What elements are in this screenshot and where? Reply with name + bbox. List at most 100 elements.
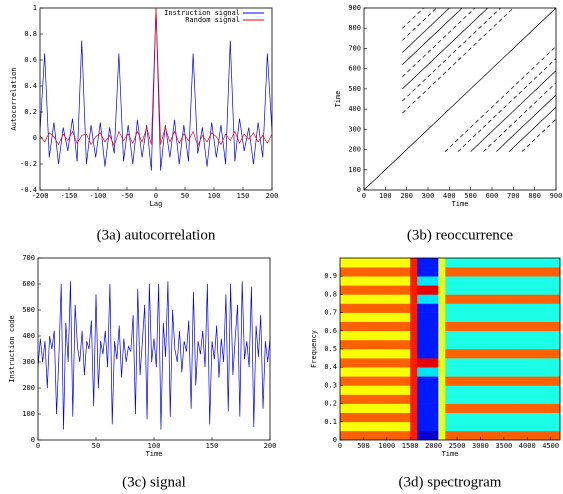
- y-tick-label: 700: [348, 44, 361, 52]
- heat-cell: [410, 430, 418, 440]
- heat-cell: [386, 430, 411, 440]
- heat-cell: [340, 349, 364, 359]
- plot-area: [40, 8, 272, 171]
- heat-cell: [428, 258, 439, 268]
- y-tick-label: 0.8: [324, 290, 337, 298]
- heat-cell: [438, 267, 446, 277]
- x-tick-label: -150: [61, 192, 78, 200]
- y-tick-label: 300: [348, 125, 361, 133]
- heat-cell: [517, 276, 560, 286]
- heat-cell: [445, 412, 481, 423]
- heat-cell: [340, 412, 364, 423]
- x-axis-label: Time: [442, 450, 459, 458]
- heat-cell: [480, 376, 519, 386]
- x-tick-label: 0: [338, 442, 342, 450]
- heat-cell: [438, 258, 446, 268]
- heat-cell: [410, 294, 418, 304]
- heat-cell: [517, 367, 560, 377]
- heat-cell: [340, 294, 364, 304]
- x-tick-label: 700: [507, 192, 520, 200]
- heat-cell: [417, 312, 430, 322]
- series-line: [402, 8, 463, 65]
- x-tick-label: 4500: [542, 442, 559, 450]
- heat-cell: [386, 276, 411, 286]
- heat-cell: [363, 276, 388, 286]
- heat-cell: [480, 294, 519, 304]
- y-tick-label: 500: [348, 85, 361, 93]
- heat-cell: [480, 412, 519, 423]
- heat-cell: [438, 394, 446, 404]
- heat-cell: [480, 312, 519, 322]
- heat-cell: [386, 330, 411, 341]
- heat-cell: [480, 367, 519, 377]
- heat-cell: [517, 403, 560, 413]
- heat-cell: [445, 385, 481, 395]
- heat-cell: [363, 285, 388, 295]
- heat-cell: [410, 339, 418, 350]
- heat-cell: [445, 339, 481, 350]
- heat-cell: [417, 376, 430, 386]
- x-tick-label: 3500: [495, 442, 512, 450]
- heat-cell: [386, 267, 411, 277]
- heat-cell: [480, 349, 519, 359]
- y-tick-label: 500: [22, 306, 35, 314]
- heat-cell: [517, 330, 560, 341]
- heat-cell: [363, 303, 388, 313]
- heat-cell: [340, 394, 364, 404]
- y-tick-label: 0.6: [324, 327, 337, 335]
- caption: (3b) reoccurrence: [407, 227, 514, 243]
- y-tick-label: -0.4: [20, 186, 37, 194]
- x-tick-label: 3000: [472, 442, 489, 450]
- heat-cell: [363, 376, 388, 386]
- y-axis-label: Instruction code: [8, 315, 16, 382]
- y-axis-label: Autocorrelation: [10, 67, 18, 130]
- heat-cell: [428, 412, 439, 423]
- y-tick-label: 0.1: [324, 418, 337, 426]
- y-tick-label: 1: [33, 4, 37, 12]
- series-line: [521, 118, 556, 152]
- x-tick-label: 300: [422, 192, 435, 200]
- heat-cell: [428, 421, 439, 432]
- heat-cell: [438, 403, 446, 413]
- heat-cell: [428, 303, 439, 313]
- x-tick-label: 0: [36, 442, 40, 450]
- series-line: [508, 106, 556, 152]
- series-line: [444, 46, 556, 152]
- heat-cell: [340, 385, 364, 395]
- x-tick-label: 200: [266, 192, 279, 200]
- caption: (3a) autocorrelation: [97, 227, 216, 243]
- y-tick-label: 800: [348, 24, 361, 32]
- x-tick-label: 500: [464, 192, 477, 200]
- heat-cell: [417, 330, 430, 341]
- heat-cell: [480, 285, 519, 295]
- heat-cell: [517, 303, 560, 313]
- heat-cell: [428, 385, 439, 395]
- x-tick-label: 1500: [402, 442, 419, 450]
- x-tick-label: 2000: [425, 442, 442, 450]
- heat-cell: [480, 267, 519, 277]
- heat-cell: [410, 358, 418, 368]
- heat-cell: [363, 321, 388, 332]
- heat-cell: [386, 339, 411, 350]
- heat-cell: [445, 358, 481, 368]
- series-line: [38, 281, 270, 430]
- plot-area: [340, 258, 560, 440]
- heat-cell: [438, 376, 446, 386]
- y-tick-label: -0.2: [20, 160, 37, 168]
- x-axis-label: Time: [146, 450, 163, 458]
- series-line: [402, 8, 501, 102]
- y-tick-label: 200: [348, 146, 361, 154]
- heat-cell: [517, 267, 560, 277]
- x-tick-label: 150: [237, 192, 250, 200]
- y-tick-label: 0.6: [24, 56, 37, 64]
- y-tick-label: 100: [22, 410, 35, 418]
- x-tick-label: 0: [154, 192, 158, 200]
- y-tick-label: 0: [357, 186, 361, 194]
- y-tick-label: 600: [22, 280, 35, 288]
- x-tick-label: 1000: [378, 442, 395, 450]
- heat-cell: [340, 430, 364, 440]
- series-line: [402, 8, 514, 114]
- heat-cell: [480, 321, 519, 332]
- heat-cell: [410, 303, 418, 313]
- heat-cell: [410, 394, 418, 404]
